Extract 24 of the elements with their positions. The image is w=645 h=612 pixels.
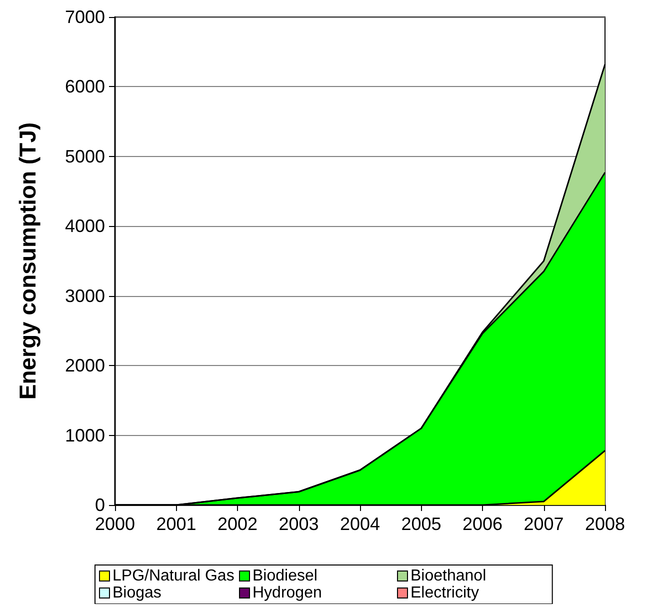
legend-label: Bioethanol bbox=[410, 568, 486, 584]
legend-label: Biodiesel bbox=[252, 568, 318, 584]
legend-label: Biogas bbox=[112, 584, 162, 602]
x-tick-label: 2003 bbox=[278, 514, 319, 534]
legend-label: Hydrogen bbox=[252, 584, 322, 602]
y-tick-label: 5000 bbox=[64, 146, 105, 166]
y-tick-label: 6000 bbox=[64, 76, 105, 97]
legend-label: LPG/Natural Gas bbox=[112, 568, 234, 584]
x-tick-label: 2002 bbox=[217, 514, 258, 534]
x-tick-label: 2000 bbox=[94, 514, 136, 534]
x-tick-label: 2005 bbox=[401, 514, 442, 534]
x-tick-label: 2008 bbox=[584, 514, 626, 534]
legend-label: Electricity bbox=[410, 584, 479, 602]
y-tick-label: 7000 bbox=[64, 7, 105, 27]
y-tick-label: 3000 bbox=[64, 286, 105, 306]
x-tick-label: 2004 bbox=[340, 514, 380, 534]
y-tick-label: 0 bbox=[94, 495, 105, 515]
y-axis-title: Energy consumption (TJ) bbox=[14, 122, 40, 400]
x-tick-label: 2001 bbox=[156, 514, 196, 534]
x-tick-label: 2006 bbox=[462, 514, 503, 534]
y-tick-label: 2000 bbox=[64, 356, 105, 376]
y-tick-label: 1000 bbox=[64, 425, 105, 446]
y-tick-label: 4000 bbox=[64, 216, 105, 236]
x-tick-label: 2007 bbox=[524, 514, 564, 534]
